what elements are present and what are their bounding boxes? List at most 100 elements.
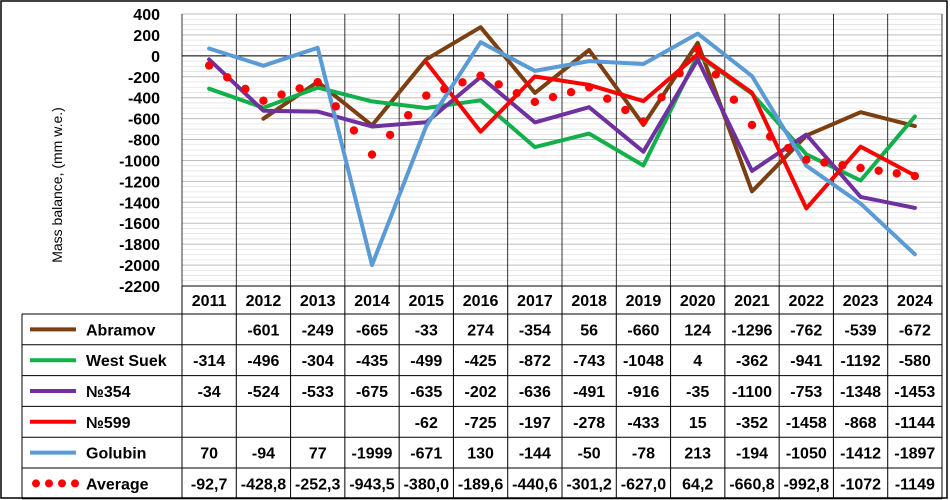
table-cell-value: -1999 xyxy=(352,446,393,463)
table-cell-value: -753 xyxy=(790,384,822,401)
y-tick-label: -600 xyxy=(128,112,160,129)
table-cell-value: 64,2 xyxy=(682,476,713,493)
table-cell-value: -941 xyxy=(790,353,822,370)
table-cell-value: -197 xyxy=(519,415,551,432)
legend-entry: №354 xyxy=(86,384,131,401)
table-cell-value: -1458 xyxy=(786,415,827,432)
table-cell-value: -992,8 xyxy=(784,476,829,493)
legend-entry: Average xyxy=(86,476,149,493)
x-tick-label: 2018 xyxy=(571,293,607,310)
x-tick-label: 2013 xyxy=(300,293,336,310)
table-cell-value: -762 xyxy=(790,322,822,339)
y-tick-label: -2200 xyxy=(119,279,160,296)
x-tick-label: 2014 xyxy=(354,293,390,310)
average-point xyxy=(603,94,612,103)
table-cell-value: -301,2 xyxy=(566,476,611,493)
table-cell-value: -725 xyxy=(465,415,497,432)
average-point xyxy=(765,132,775,141)
y-tick-label: -200 xyxy=(128,70,160,87)
table-cell-value: -916 xyxy=(627,384,659,401)
average-point xyxy=(259,96,268,105)
average-point xyxy=(458,78,467,87)
average-point xyxy=(548,92,558,102)
table-cell-value: 213 xyxy=(684,446,711,463)
table-cell-value: -1048 xyxy=(623,353,664,370)
table-cell-value: -496 xyxy=(247,353,279,370)
x-tick-label: 2017 xyxy=(517,293,553,310)
table-cell-value: -362 xyxy=(736,353,768,370)
table-cell-value: -524 xyxy=(247,384,279,401)
x-tick-label: 2021 xyxy=(734,293,770,310)
average-point xyxy=(892,169,901,178)
table-cell-value: -665 xyxy=(356,322,388,339)
table-cell-value: 15 xyxy=(689,415,707,432)
series-lines xyxy=(204,25,920,267)
table-cell-value: -868 xyxy=(845,415,877,432)
average-point xyxy=(566,88,576,97)
legend-entry: Golubin xyxy=(86,446,146,463)
table-cell-value: -743 xyxy=(573,353,605,370)
y-tick-label: 200 xyxy=(133,28,160,45)
average-point xyxy=(241,84,250,94)
table-cell-value: -499 xyxy=(410,353,442,370)
average-point xyxy=(512,88,521,98)
average-point xyxy=(403,111,413,120)
series-line-golubin xyxy=(207,31,917,267)
average-point xyxy=(331,102,341,111)
legend-entry: №599 xyxy=(86,415,131,432)
series-line-599 xyxy=(424,52,917,211)
table-cell-value: -314 xyxy=(193,353,225,370)
table-cell-value: -304 xyxy=(302,353,334,370)
average-point xyxy=(440,84,449,94)
table-cell-value: -1348 xyxy=(840,384,881,401)
series-line-354 xyxy=(207,57,917,210)
average-point xyxy=(802,155,811,164)
x-tick-label: 2019 xyxy=(626,293,662,310)
y-tick-label: -1400 xyxy=(119,195,160,212)
average-point xyxy=(494,80,503,89)
y-axis-label: Mass balance, (mm w.e.) xyxy=(49,107,65,263)
average-point xyxy=(385,130,395,140)
average-point xyxy=(856,163,865,173)
x-tick-label: 2023 xyxy=(843,293,879,310)
table-cell-value: -539 xyxy=(845,322,877,339)
table-cell-value: -1453 xyxy=(894,384,935,401)
average-point xyxy=(530,97,540,107)
table-cell-value: -433 xyxy=(627,415,659,432)
table-cell-value: 130 xyxy=(467,446,494,463)
table-cell-value: -491 xyxy=(573,384,605,401)
table-cell-value: -78 xyxy=(632,446,655,463)
table-cell-value: -354 xyxy=(519,322,551,339)
table-cell-value: -660 xyxy=(627,322,659,339)
table-cell-value: 274 xyxy=(467,322,494,339)
data-table: 2011 2012 2013 2014 2015 2016 2017 2018 2019 2020… xyxy=(21,285,943,500)
table-cell-value: -202 xyxy=(465,384,497,401)
table-cell-value: -352 xyxy=(736,415,768,432)
table-cell-value: -144 xyxy=(519,446,551,463)
average-point xyxy=(874,166,883,175)
table-cell-value: -872 xyxy=(519,353,551,370)
table-cell-value: -1412 xyxy=(840,446,881,463)
table-cell-value: -189,6 xyxy=(458,476,503,493)
table-cell-value: -533 xyxy=(302,384,334,401)
table-cell-value: -380,0 xyxy=(404,476,449,493)
y-tick-label: -400 xyxy=(128,91,160,108)
table-cell-value: -1144 xyxy=(895,415,935,432)
table-cell-value: -660,8 xyxy=(729,476,774,493)
y-tick-label: -800 xyxy=(128,133,160,150)
average-point xyxy=(838,161,847,170)
table-cell-value: -943,5 xyxy=(349,476,394,493)
table-cell-value: -671 xyxy=(410,446,442,463)
table-cell-value: -278 xyxy=(573,415,605,432)
average-point xyxy=(747,120,757,130)
x-tick-label: 2011 xyxy=(192,293,227,310)
average-point xyxy=(910,171,920,181)
table-cell-value: -1149 xyxy=(895,476,935,493)
x-tick-label: 2016 xyxy=(463,293,499,310)
table-cell-value: -1296 xyxy=(732,322,773,339)
table-cell-value: 124 xyxy=(684,322,711,339)
x-tick-label: 2022 xyxy=(788,293,824,310)
average-point xyxy=(711,70,721,79)
legend-entry: West Suek xyxy=(86,353,167,370)
